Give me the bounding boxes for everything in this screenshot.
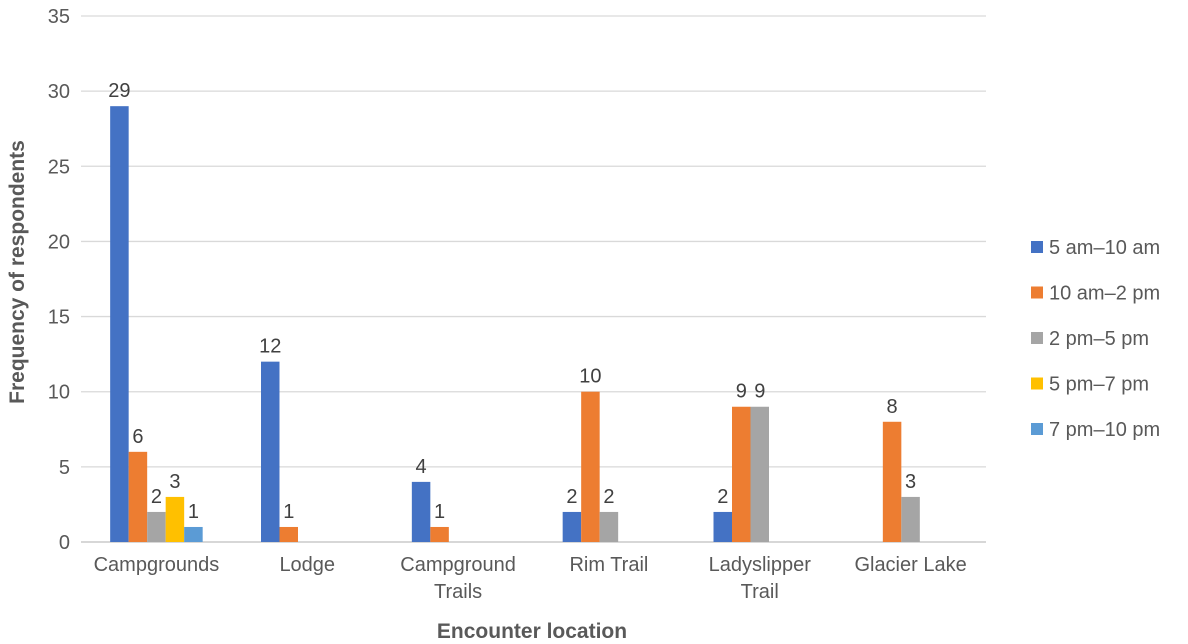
legend-swatch <box>1031 286 1043 299</box>
legend-swatch <box>1031 241 1043 253</box>
data-label: 10 <box>579 366 601 388</box>
bar <box>110 106 129 543</box>
bar <box>128 451 148 542</box>
y-tick-label: 5 <box>59 457 70 479</box>
y-tick-label: 35 <box>48 6 70 28</box>
data-label: 3 <box>169 471 180 493</box>
bar <box>411 481 431 542</box>
data-label: 2 <box>603 486 614 508</box>
x-tick-label: Rim Trail <box>569 554 648 576</box>
x-tick-label: Campground <box>400 554 516 576</box>
bar <box>184 526 203 542</box>
legend-label: 2 pm–5 pm <box>1049 328 1149 350</box>
bar <box>279 526 298 542</box>
y-axis-title: Frequency of respondents <box>6 140 29 404</box>
x-axis-title: Encounter location <box>437 620 627 643</box>
data-label: 2 <box>566 486 577 508</box>
y-tick-label: 30 <box>48 81 70 103</box>
bar <box>147 511 166 542</box>
bar <box>750 406 769 542</box>
x-tick-label: Lodge <box>279 554 335 576</box>
x-tick-label: Trail <box>741 581 779 603</box>
data-label: 9 <box>736 381 747 403</box>
bar <box>165 496 185 542</box>
legend-swatch <box>1031 332 1043 344</box>
data-label: 2 <box>151 486 162 508</box>
x-tick-label: Glacier Lake <box>854 554 966 576</box>
data-label: 1 <box>188 501 199 523</box>
bar <box>732 406 751 542</box>
data-label: 1 <box>434 501 445 523</box>
bar <box>882 421 902 542</box>
y-tick-label: 0 <box>59 532 70 554</box>
data-label: 29 <box>108 80 130 102</box>
bar <box>581 391 600 542</box>
y-tick-label: 25 <box>48 156 70 178</box>
data-label: 9 <box>754 381 765 403</box>
legend-label: 5 am–10 am <box>1049 237 1160 259</box>
x-tick-label: Ladyslipper <box>709 554 812 576</box>
bar <box>713 511 732 542</box>
legend: 5 am–10 am 10 am–2 pm 2 pm–5 pm 5 pm–7 pm 7 … <box>1031 237 1160 441</box>
bar <box>599 511 619 542</box>
bar <box>430 526 449 542</box>
bar <box>562 511 582 542</box>
legend-label: 10 am–2 pm <box>1049 283 1160 305</box>
bar <box>261 361 280 542</box>
bars <box>110 106 920 543</box>
legend-swatch <box>1031 377 1043 390</box>
y-tick-label: 15 <box>48 307 70 329</box>
data-label: 3 <box>905 471 916 493</box>
x-tick-label: Trails <box>434 581 482 603</box>
legend-label: 7 pm–10 pm <box>1049 419 1160 441</box>
gridlines <box>81 15 986 543</box>
legend-swatch <box>1031 423 1043 435</box>
y-tick-label: 10 <box>48 382 70 404</box>
data-label: 8 <box>887 396 898 418</box>
y-axis-ticks: 0 5 10 15 20 25 30 35 <box>48 6 70 554</box>
data-label: 2 <box>717 486 728 508</box>
data-label: 4 <box>416 456 427 478</box>
data-label: 6 <box>132 426 143 448</box>
legend-label: 5 pm–7 pm <box>1049 374 1149 396</box>
data-label: 12 <box>259 336 281 358</box>
data-label: 1 <box>283 501 294 523</box>
bar <box>901 496 920 542</box>
y-tick-label: 20 <box>48 231 70 253</box>
x-tick-label: Campgrounds <box>94 554 220 576</box>
x-axis-ticks: Campgrounds Lodge Campground Trails Rim Trai… <box>94 554 967 603</box>
